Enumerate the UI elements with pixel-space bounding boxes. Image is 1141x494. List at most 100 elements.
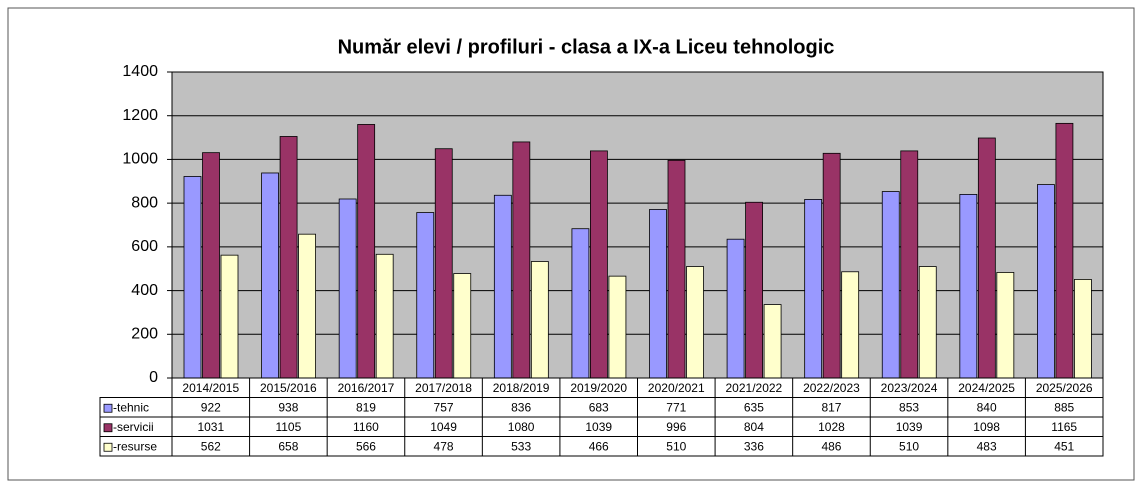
table-value: 635	[744, 400, 764, 414]
table-value: 804	[744, 420, 764, 434]
bar	[261, 172, 279, 379]
table-value: 771	[666, 400, 686, 414]
bar	[298, 233, 316, 379]
bar	[608, 275, 627, 379]
table-value: 1028	[818, 420, 845, 434]
y-tick-label: 0	[149, 369, 158, 386]
bar	[571, 228, 590, 379]
y-tick-label: 200	[131, 326, 158, 343]
table-value: 819	[356, 400, 376, 414]
bar	[375, 253, 394, 379]
bar	[900, 150, 919, 379]
x-tick-label: 2022/2023	[803, 381, 860, 395]
table-value: 1080	[508, 420, 535, 434]
bar	[279, 136, 298, 379]
table-value: 853	[899, 400, 919, 414]
table-value: 478	[434, 439, 454, 453]
table-value: 885	[1054, 400, 1074, 414]
table-value: 938	[278, 400, 298, 414]
table-value: 1039	[585, 420, 612, 434]
y-tick-label: 1200	[122, 107, 158, 124]
table-value: 486	[821, 439, 841, 453]
bar	[959, 193, 978, 379]
bar	[530, 261, 549, 379]
bar	[726, 238, 745, 379]
table-value: 996	[666, 420, 686, 434]
bar	[1074, 279, 1092, 379]
y-tick-label: 800	[131, 194, 158, 211]
table-value: 817	[821, 400, 841, 414]
table-value: 683	[589, 400, 609, 414]
bar	[822, 152, 841, 379]
bar	[590, 150, 608, 379]
x-tick-label: 2025/2026	[1036, 381, 1093, 395]
table-value: 840	[977, 400, 997, 414]
bar	[918, 266, 937, 379]
table-value: 466	[589, 439, 609, 453]
bar	[434, 148, 453, 379]
bar	[649, 209, 667, 379]
bar	[1055, 122, 1074, 379]
chart-title: Număr elevi / profiluri - clasa a IX-a L…	[338, 36, 835, 58]
x-tick-label: 2021/2022	[726, 381, 783, 395]
bar	[804, 199, 823, 379]
x-tick-label: 2018/2019	[493, 381, 550, 395]
table-value: 1098	[973, 420, 1000, 434]
table-value: 566	[356, 439, 376, 453]
legend-swatch	[103, 442, 113, 452]
legend-swatch	[103, 423, 113, 433]
x-tick-label: 2014/2015	[182, 381, 239, 395]
table-value: 483	[977, 439, 997, 453]
table-value: 836	[511, 400, 531, 414]
bar	[667, 159, 686, 379]
x-tick-label: 2023/2024	[881, 381, 938, 395]
plot-area	[171, 71, 1104, 379]
legend-label: -resurse	[113, 439, 157, 453]
table-value: 1031	[197, 420, 224, 434]
table-value: 1039	[896, 420, 923, 434]
x-tick-label: 2020/2021	[648, 381, 705, 395]
legend-label: -tehnic	[113, 400, 149, 414]
table-value: 1160	[353, 420, 379, 434]
bar	[493, 194, 512, 379]
table-value: 562	[201, 439, 221, 453]
bar	[841, 271, 860, 379]
y-tick-label: 1000	[122, 151, 158, 168]
x-tick-label: 2016/2017	[338, 381, 395, 395]
legend-swatch	[103, 403, 113, 413]
x-tick-label: 2015/2016	[260, 381, 317, 395]
table-value: 1105	[275, 420, 301, 434]
table-value: 757	[434, 400, 454, 414]
y-tick-label: 400	[131, 282, 158, 299]
bar	[977, 137, 996, 379]
bar	[745, 201, 763, 379]
legend-label: -servicii	[113, 420, 154, 434]
bar	[220, 254, 239, 379]
bar	[416, 212, 435, 379]
y-tick-label: 1400	[122, 63, 158, 80]
table-value: 1049	[430, 420, 457, 434]
x-tick-label: 2019/2020	[570, 381, 627, 395]
table-value: 922	[201, 400, 221, 414]
bar	[996, 272, 1015, 379]
bar	[686, 266, 704, 379]
table-value: 533	[511, 439, 531, 453]
bar	[1037, 184, 1055, 379]
bar	[881, 191, 900, 379]
y-tick-label: 600	[131, 238, 158, 255]
bar	[202, 152, 220, 379]
table-value: 336	[744, 439, 764, 453]
table-value: 451	[1054, 439, 1074, 453]
table-value: 658	[278, 439, 298, 453]
x-tick-label: 2017/2018	[415, 381, 472, 395]
bar	[338, 198, 357, 379]
table-value: 510	[899, 439, 919, 453]
bar	[512, 141, 531, 379]
bar	[453, 273, 472, 379]
bar	[357, 124, 376, 379]
table-value: 1165	[1051, 420, 1077, 434]
bar	[763, 304, 782, 379]
table-value: 510	[666, 439, 686, 453]
x-tick-label: 2024/2025	[958, 381, 1015, 395]
